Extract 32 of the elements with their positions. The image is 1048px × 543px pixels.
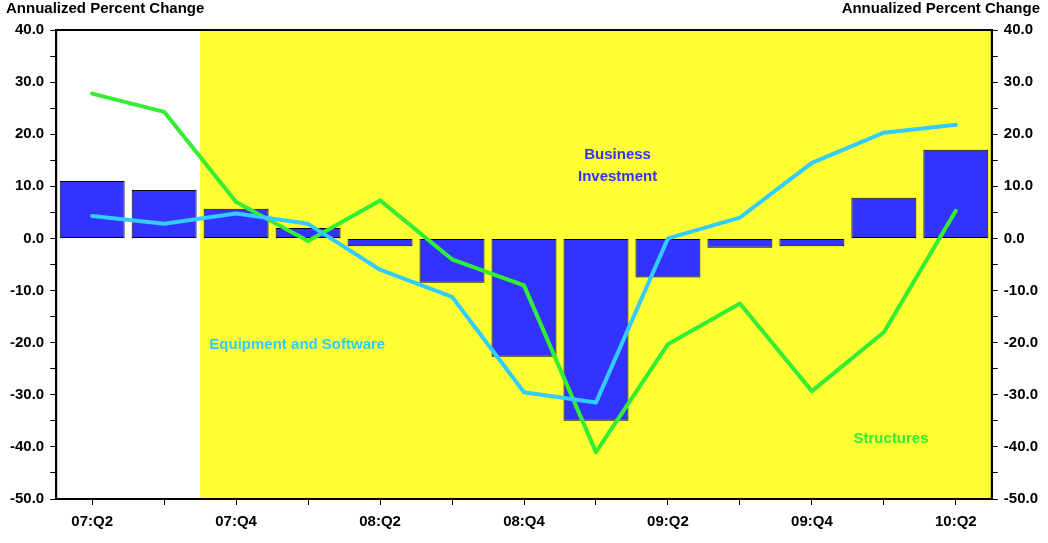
y-tick-label: 20.0 [14, 124, 45, 142]
y2-tick-label: 10.0 [1003, 176, 1034, 194]
y-tick-label: 30.0 [14, 72, 45, 90]
text: Business Investment [577, 144, 658, 184]
y-tick-label: 40.0 [14, 20, 45, 38]
x-tick-label: 09:Q4 [791, 512, 834, 530]
text: Equipment and Software [209, 335, 386, 353]
y-tick-label: -50.0 [9, 489, 45, 507]
y2-tick-label: -40.0 [1003, 437, 1039, 455]
x-tick-label: 10:Q2 [934, 512, 977, 530]
y2-axis-title: Annualized Percent Change [841, 0, 1040, 16]
x-tick-label: 08:Q2 [359, 512, 401, 530]
y-axis-title: Annualized Percent Change [6, 0, 205, 16]
y2-tick-label: -30.0 [1003, 384, 1039, 402]
x-tick-label: 09:Q2 [647, 512, 689, 530]
y2-tick-label: -10.0 [1003, 280, 1039, 298]
y2-tick-label: -50.0 [1003, 489, 1039, 507]
y-tick-label: 10.0 [14, 176, 45, 194]
x-tick-label: 07:Q4 [215, 512, 258, 530]
y-tick-label: 0.0 [23, 228, 45, 246]
y2-tick-label: -20.0 [1003, 332, 1039, 350]
text: Structures [853, 429, 929, 447]
y-tick-label: -40.0 [9, 437, 45, 455]
x-tick-label: 08:Q4 [503, 512, 546, 530]
y2-tick-label: 0.0 [1003, 228, 1025, 246]
y2-tick-label: 40.0 [1003, 20, 1034, 38]
y2-tick-label: 20.0 [1003, 124, 1034, 142]
y-tick-label: -20.0 [9, 332, 45, 350]
x-tick-label: 07:Q2 [71, 512, 114, 530]
y-tick-label: -30.0 [9, 384, 45, 402]
y2-tick-label: 30.0 [1003, 72, 1034, 90]
y-tick-label: -10.0 [9, 280, 45, 298]
